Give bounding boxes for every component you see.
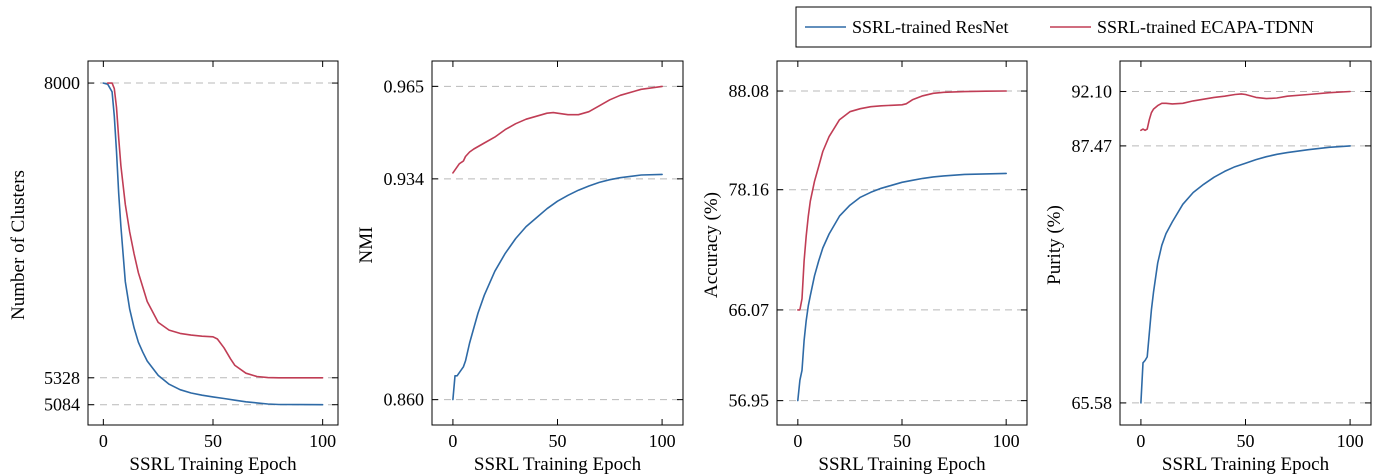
y-tick-label: 92.10: [1072, 82, 1113, 102]
axes-frame: [776, 60, 1028, 426]
chart-panel-2: 0 50 100 0.965 0.934 0.860 SSRL Training Epoch…: [356, 60, 684, 474]
x-tick-label: 100: [649, 431, 676, 451]
axes-frame: [87, 60, 339, 426]
x-tick-label: 100: [993, 431, 1020, 451]
series-line-resnet: [797, 172, 1007, 402]
y-tick-label: 0.934: [384, 169, 425, 189]
chart-panel-3: 0 50 100 88.08 78.16 66.07 56.95 SSRL Training …: [701, 60, 1028, 474]
legend: SSRL-trained ResNet SSRL-trained ECAPA-TD…: [795, 6, 1372, 48]
y-tick-label: 5328: [44, 368, 80, 388]
x-tick-label: 50: [1237, 431, 1255, 451]
x-tick-label: 100: [309, 431, 336, 451]
y-tick-label: 0.860: [384, 390, 425, 410]
x-axis-title: SSRL Training Epoch: [1162, 454, 1330, 474]
axes-frame: [1119, 60, 1372, 426]
series-line-ecapa-tdnn: [1140, 90, 1351, 132]
axes-frame: [431, 60, 684, 426]
y-axis-title: Purity (%): [1044, 205, 1065, 285]
y-tick-label: 65.58: [1072, 393, 1113, 413]
y-tick-label: 8000: [44, 73, 80, 93]
y-tick-label: 0.965: [384, 76, 425, 96]
x-axis-title: SSRL Training Epoch: [474, 454, 642, 474]
x-tick-label: 0: [793, 431, 802, 451]
legend-label: SSRL-trained ResNet: [852, 17, 1008, 37]
y-tick-label: 87.47: [1072, 136, 1113, 156]
series-line-ecapa-tdnn: [106, 82, 324, 379]
series-line-ecapa-tdnn: [452, 85, 663, 174]
y-tick-label: 56.95: [729, 391, 770, 411]
x-tick-label: 0: [99, 431, 108, 451]
legend-label: SSRL-trained ECAPA-TDNN: [1097, 17, 1314, 37]
x-tick-label: 100: [1337, 431, 1364, 451]
y-axis-title: NMI: [356, 227, 377, 264]
chart-panel-1: 0 50 100 8000 5328 5084 SSRL Training Epoch Num…: [8, 60, 339, 474]
x-axis-title: SSRL Training Epoch: [818, 454, 986, 474]
x-tick-label: 0: [1136, 431, 1145, 451]
y-axis-title: Accuracy (%): [701, 192, 722, 298]
x-axis-title: SSRL Training Epoch: [129, 454, 297, 474]
series-line-resnet: [452, 173, 663, 401]
y-axis-title: Number of Clusters: [8, 170, 29, 320]
y-tick-label: 5084: [44, 395, 80, 415]
y-tick-label: 78.16: [729, 180, 770, 200]
chart-panel-4: 0 50 100 92.10 87.47 65.58 SSRL Training Epoch…: [1044, 60, 1372, 474]
x-tick-label: 50: [204, 431, 222, 451]
x-tick-label: 50: [549, 431, 567, 451]
series-line-resnet: [102, 82, 324, 406]
series-line-ecapa-tdnn: [797, 90, 1007, 311]
y-tick-label: 88.08: [729, 81, 770, 101]
y-tick-label: 66.07: [729, 300, 770, 320]
x-tick-label: 0: [448, 431, 457, 451]
series-line-resnet: [1140, 145, 1351, 404]
x-tick-label: 50: [893, 431, 911, 451]
